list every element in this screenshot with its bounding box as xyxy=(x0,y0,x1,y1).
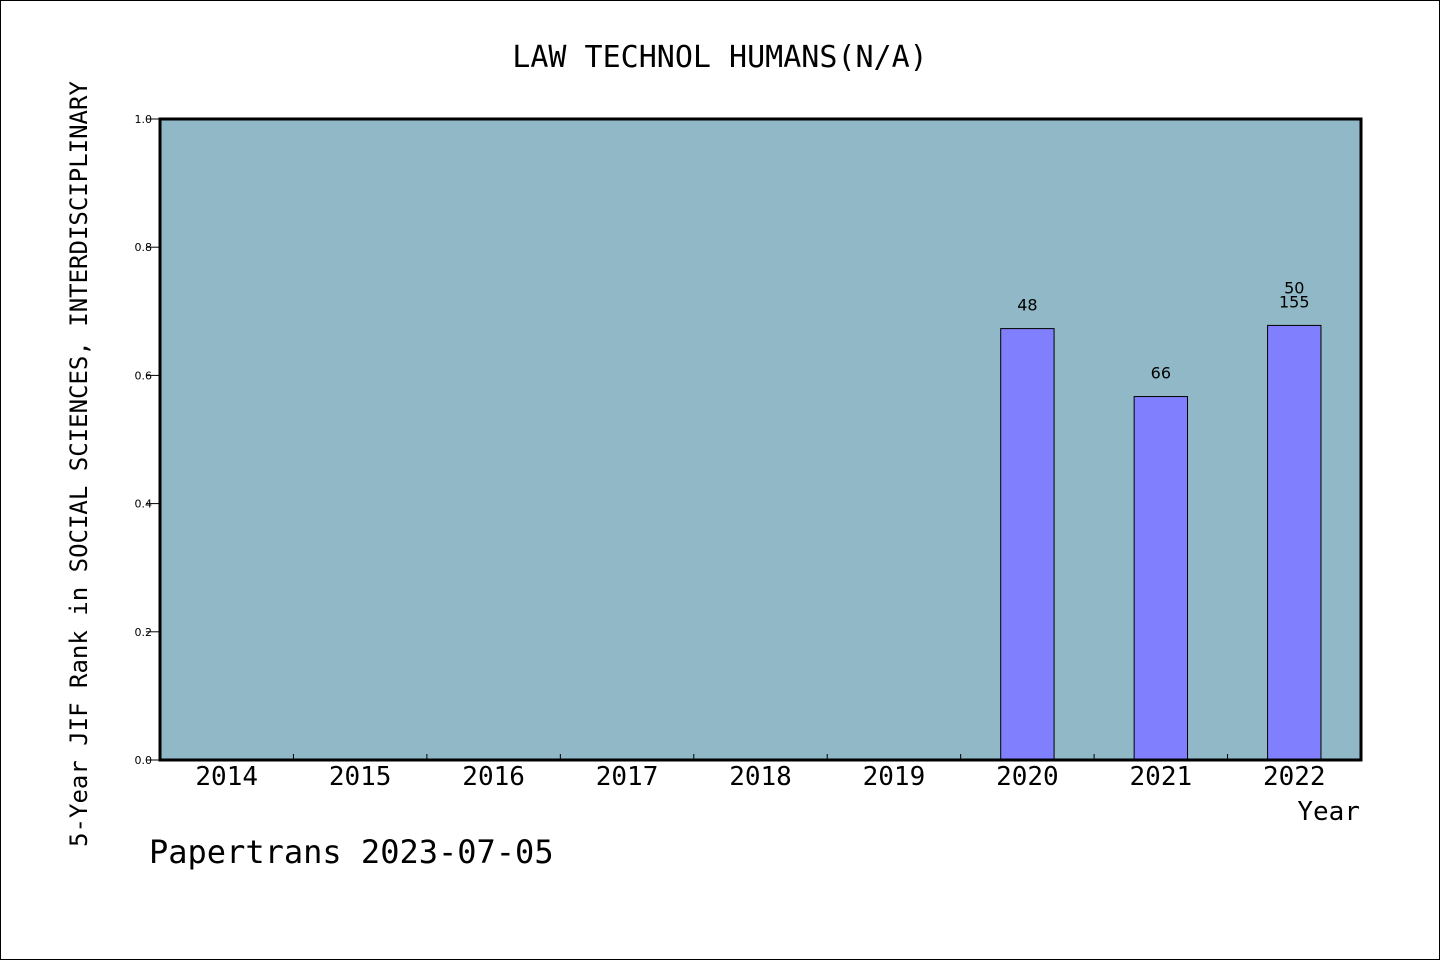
x-tick-label: 2022 xyxy=(1263,762,1326,792)
bar-2021 xyxy=(1133,396,1189,761)
x-tick-label: 2021 xyxy=(1130,762,1193,792)
bar-2020 xyxy=(1000,328,1055,761)
y-axis-label: 5-Year JIF Rank in SOCIAL SCIENCES, INTE… xyxy=(65,81,93,847)
y-tick-label: 1.0 xyxy=(135,113,153,126)
source-footer: Papertrans 2023-07-05 xyxy=(149,833,554,871)
x-tick-label: 2016 xyxy=(462,762,525,792)
y-axis-label-group: 5-Year JIF Rank in SOCIAL SCIENCES, INTE… xyxy=(65,81,93,847)
x-tick-label: 2018 xyxy=(729,762,792,792)
bar-2022 xyxy=(1267,324,1322,761)
bar-data-label: 155 xyxy=(1279,292,1310,311)
x-tick-label: 2019 xyxy=(863,762,926,792)
x-axis: 2014 2015 2016 2017 2018 2019 2020 2021 2022 xyxy=(195,754,1326,792)
bar-data-label: 50 xyxy=(1284,278,1304,297)
x-tick-label: 2020 xyxy=(996,762,1059,792)
x-tick-label: 2014 xyxy=(195,762,258,792)
bar-data-label: 48 xyxy=(1017,296,1037,315)
x-tick-label: 2015 xyxy=(329,762,392,792)
y-axis: 0.0 0.2 0.4 0.6 0.8 1.0 xyxy=(135,113,160,767)
x-tick-label: 2017 xyxy=(596,762,659,792)
y-tick-label: 0.0 xyxy=(135,754,153,767)
bars xyxy=(1000,324,1322,761)
y-tick-label: 0.2 xyxy=(135,626,153,639)
y-tick-label: 0.4 xyxy=(135,498,153,511)
chart-title: LAW TECHNOL HUMANS(N/A) xyxy=(512,40,927,75)
plot-frame xyxy=(158,117,1363,762)
bar-data-label: 66 xyxy=(1151,364,1171,383)
x-axis-label: Year xyxy=(1297,797,1360,827)
y-tick-label: 0.6 xyxy=(135,369,153,382)
y-tick-label: 0.8 xyxy=(135,241,153,254)
